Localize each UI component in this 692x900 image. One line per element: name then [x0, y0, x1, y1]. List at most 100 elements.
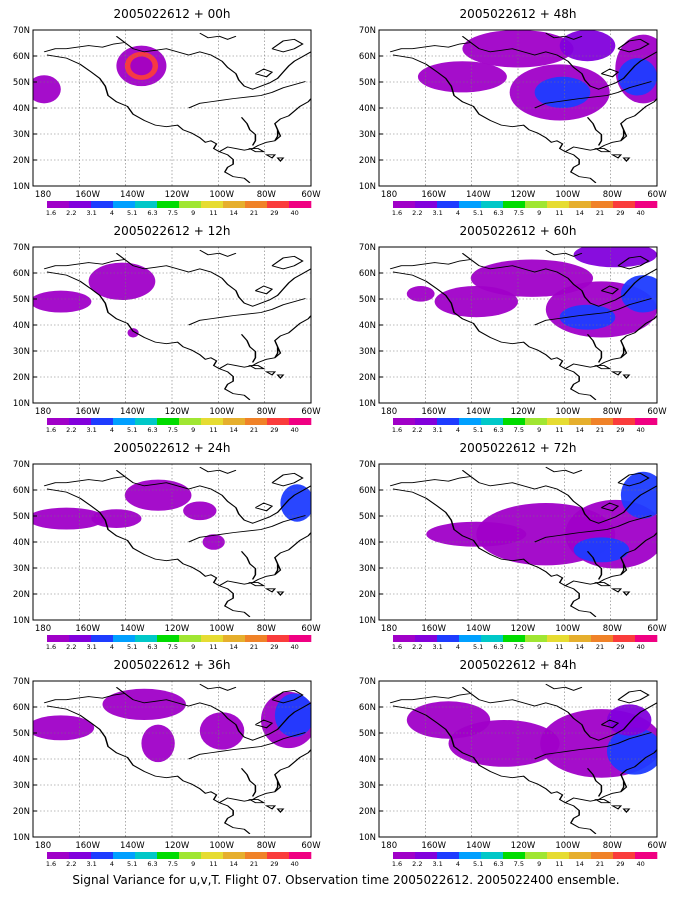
variance-contour — [88, 262, 156, 301]
colorbar-label: 40 — [291, 426, 299, 434]
colorbar-label: 7.5 — [514, 643, 524, 651]
colorbar-label: 29 — [616, 426, 624, 434]
colorbar-label: 21 — [250, 426, 258, 434]
colorbar-swatch — [113, 418, 136, 425]
colorbar-swatch — [591, 852, 614, 859]
y-tick-label: 50N — [13, 78, 30, 88]
colorbar: 1.6 2.2 3.1 4 5.1 6.3 7.5 9 11 14 21 29 40 — [46, 201, 312, 217]
colorbar-swatch — [591, 418, 614, 425]
colorbar-label: 3.1 — [86, 643, 96, 651]
y-tick-label: 60N — [359, 486, 376, 496]
x-tick-label: 160W — [421, 190, 446, 200]
colorbar-label: 9 — [537, 426, 541, 434]
colorbar-swatch — [289, 418, 312, 425]
colorbar-label: 40 — [637, 643, 645, 651]
x-tick-label: 100W — [555, 190, 580, 200]
colorbar-label: 4 — [456, 426, 460, 434]
colorbar-label: 6.3 — [147, 643, 157, 651]
colorbar-label: 2.2 — [412, 426, 422, 434]
colorbar-label: 3.1 — [86, 209, 96, 217]
map-panel: 2005022612 + 48h 10N 20N 30N 40N 50N 60N 70N 180… — [359, 7, 667, 217]
map-panel: 2005022612 + 60h 10N 20N 30N 40N 50N 60N 70N 180… — [359, 224, 667, 434]
colorbar-swatch — [91, 635, 114, 642]
map-panel: 2005022612 + 12h 10N 20N 30N 40N 50N 60N 70N 180… — [13, 224, 321, 434]
y-tick-label: 40N — [359, 538, 376, 548]
colorbar-swatch — [393, 418, 416, 425]
x-tick-label: 160W — [75, 407, 100, 417]
colorbar-label: 2.2 — [66, 426, 76, 434]
colorbar-label: 40 — [291, 643, 299, 651]
colorbar-label: 11 — [209, 860, 217, 868]
x-tick-label: 140W — [120, 841, 145, 851]
x-tick-label: 80W — [603, 624, 623, 634]
y-tick-label: 40N — [359, 755, 376, 765]
y-tick-label: 50N — [13, 729, 30, 739]
y-tick-label: 60N — [13, 486, 30, 496]
colorbar-label: 9 — [537, 643, 541, 651]
colorbar-label: 21 — [596, 426, 604, 434]
colorbar-swatch — [415, 201, 438, 208]
map-panel: 2005022612 + 72h 10N 20N 30N 40N 50N 60N 70N 180… — [359, 441, 667, 651]
colorbar-swatch — [635, 201, 658, 208]
map-gridlines — [379, 247, 657, 403]
map-gridlines — [379, 464, 657, 620]
colorbar-label: 3.1 — [86, 426, 96, 434]
map-gridlines — [33, 464, 311, 620]
x-tick-label: 80W — [603, 841, 623, 851]
variance-contour — [199, 712, 245, 750]
colorbar-label: 2.2 — [412, 860, 422, 868]
x-tick-label: 180 — [381, 407, 397, 417]
colorbar-label: 9 — [537, 209, 541, 217]
variance-contour — [448, 720, 560, 767]
panel-title: 2005022612 + 36h — [114, 658, 231, 672]
colorbar-swatch — [591, 201, 614, 208]
colorbar-swatch — [459, 201, 482, 208]
colorbar-label: 40 — [291, 860, 299, 868]
x-tick-label: 140W — [120, 190, 145, 200]
y-tick-label: 50N — [359, 78, 376, 88]
variance-contour — [183, 501, 217, 521]
y-tick-label: 70N — [13, 677, 30, 687]
y-tick-label: 40N — [13, 538, 30, 548]
colorbar-label: 21 — [596, 643, 604, 651]
x-tick-label: 60W — [301, 624, 321, 634]
panel-title: 2005022612 + 24h — [114, 441, 231, 455]
colorbar-swatch — [437, 201, 460, 208]
colorbar-swatch — [135, 418, 158, 425]
variance-contour — [33, 290, 92, 313]
x-tick-label: 80W — [257, 190, 277, 200]
variance-shading — [33, 262, 156, 338]
colorbar-label: 7.5 — [514, 426, 524, 434]
colorbar-label: 21 — [250, 209, 258, 217]
y-tick-label: 10N — [13, 833, 30, 843]
variance-contour — [202, 534, 225, 550]
colorbar-swatch — [223, 201, 246, 208]
y-tick-label: 50N — [13, 295, 30, 305]
map-gridlines — [33, 247, 311, 403]
colorbar-label: 5.1 — [127, 209, 137, 217]
y-tick-label: 10N — [13, 399, 30, 409]
colorbar-swatch — [503, 201, 526, 208]
x-tick-label: 60W — [647, 407, 667, 417]
colorbar-swatch — [223, 635, 246, 642]
variance-contour — [280, 484, 311, 522]
y-tick-label: 50N — [359, 729, 376, 739]
colorbar-label: 1.6 — [392, 426, 402, 434]
colorbar-swatch — [393, 852, 416, 859]
variance-contour — [33, 715, 95, 741]
y-tick-label: 20N — [13, 807, 30, 817]
x-tick-label: 180 — [381, 190, 397, 200]
colorbar-swatch — [179, 418, 202, 425]
colorbar-swatch — [569, 852, 592, 859]
y-tick-label: 10N — [13, 616, 30, 626]
colorbar-label: 9 — [191, 209, 195, 217]
variance-contour — [470, 259, 594, 297]
colorbar-swatch — [437, 418, 460, 425]
x-tick-label: 60W — [647, 841, 667, 851]
colorbar-swatch — [635, 418, 658, 425]
x-tick-label: 140W — [466, 624, 491, 634]
colorbar-swatch — [459, 635, 482, 642]
colorbar: 1.6 2.2 3.1 4 5.1 6.3 7.5 9 11 14 21 29 40 — [46, 852, 312, 868]
colorbar-label: 40 — [637, 860, 645, 868]
